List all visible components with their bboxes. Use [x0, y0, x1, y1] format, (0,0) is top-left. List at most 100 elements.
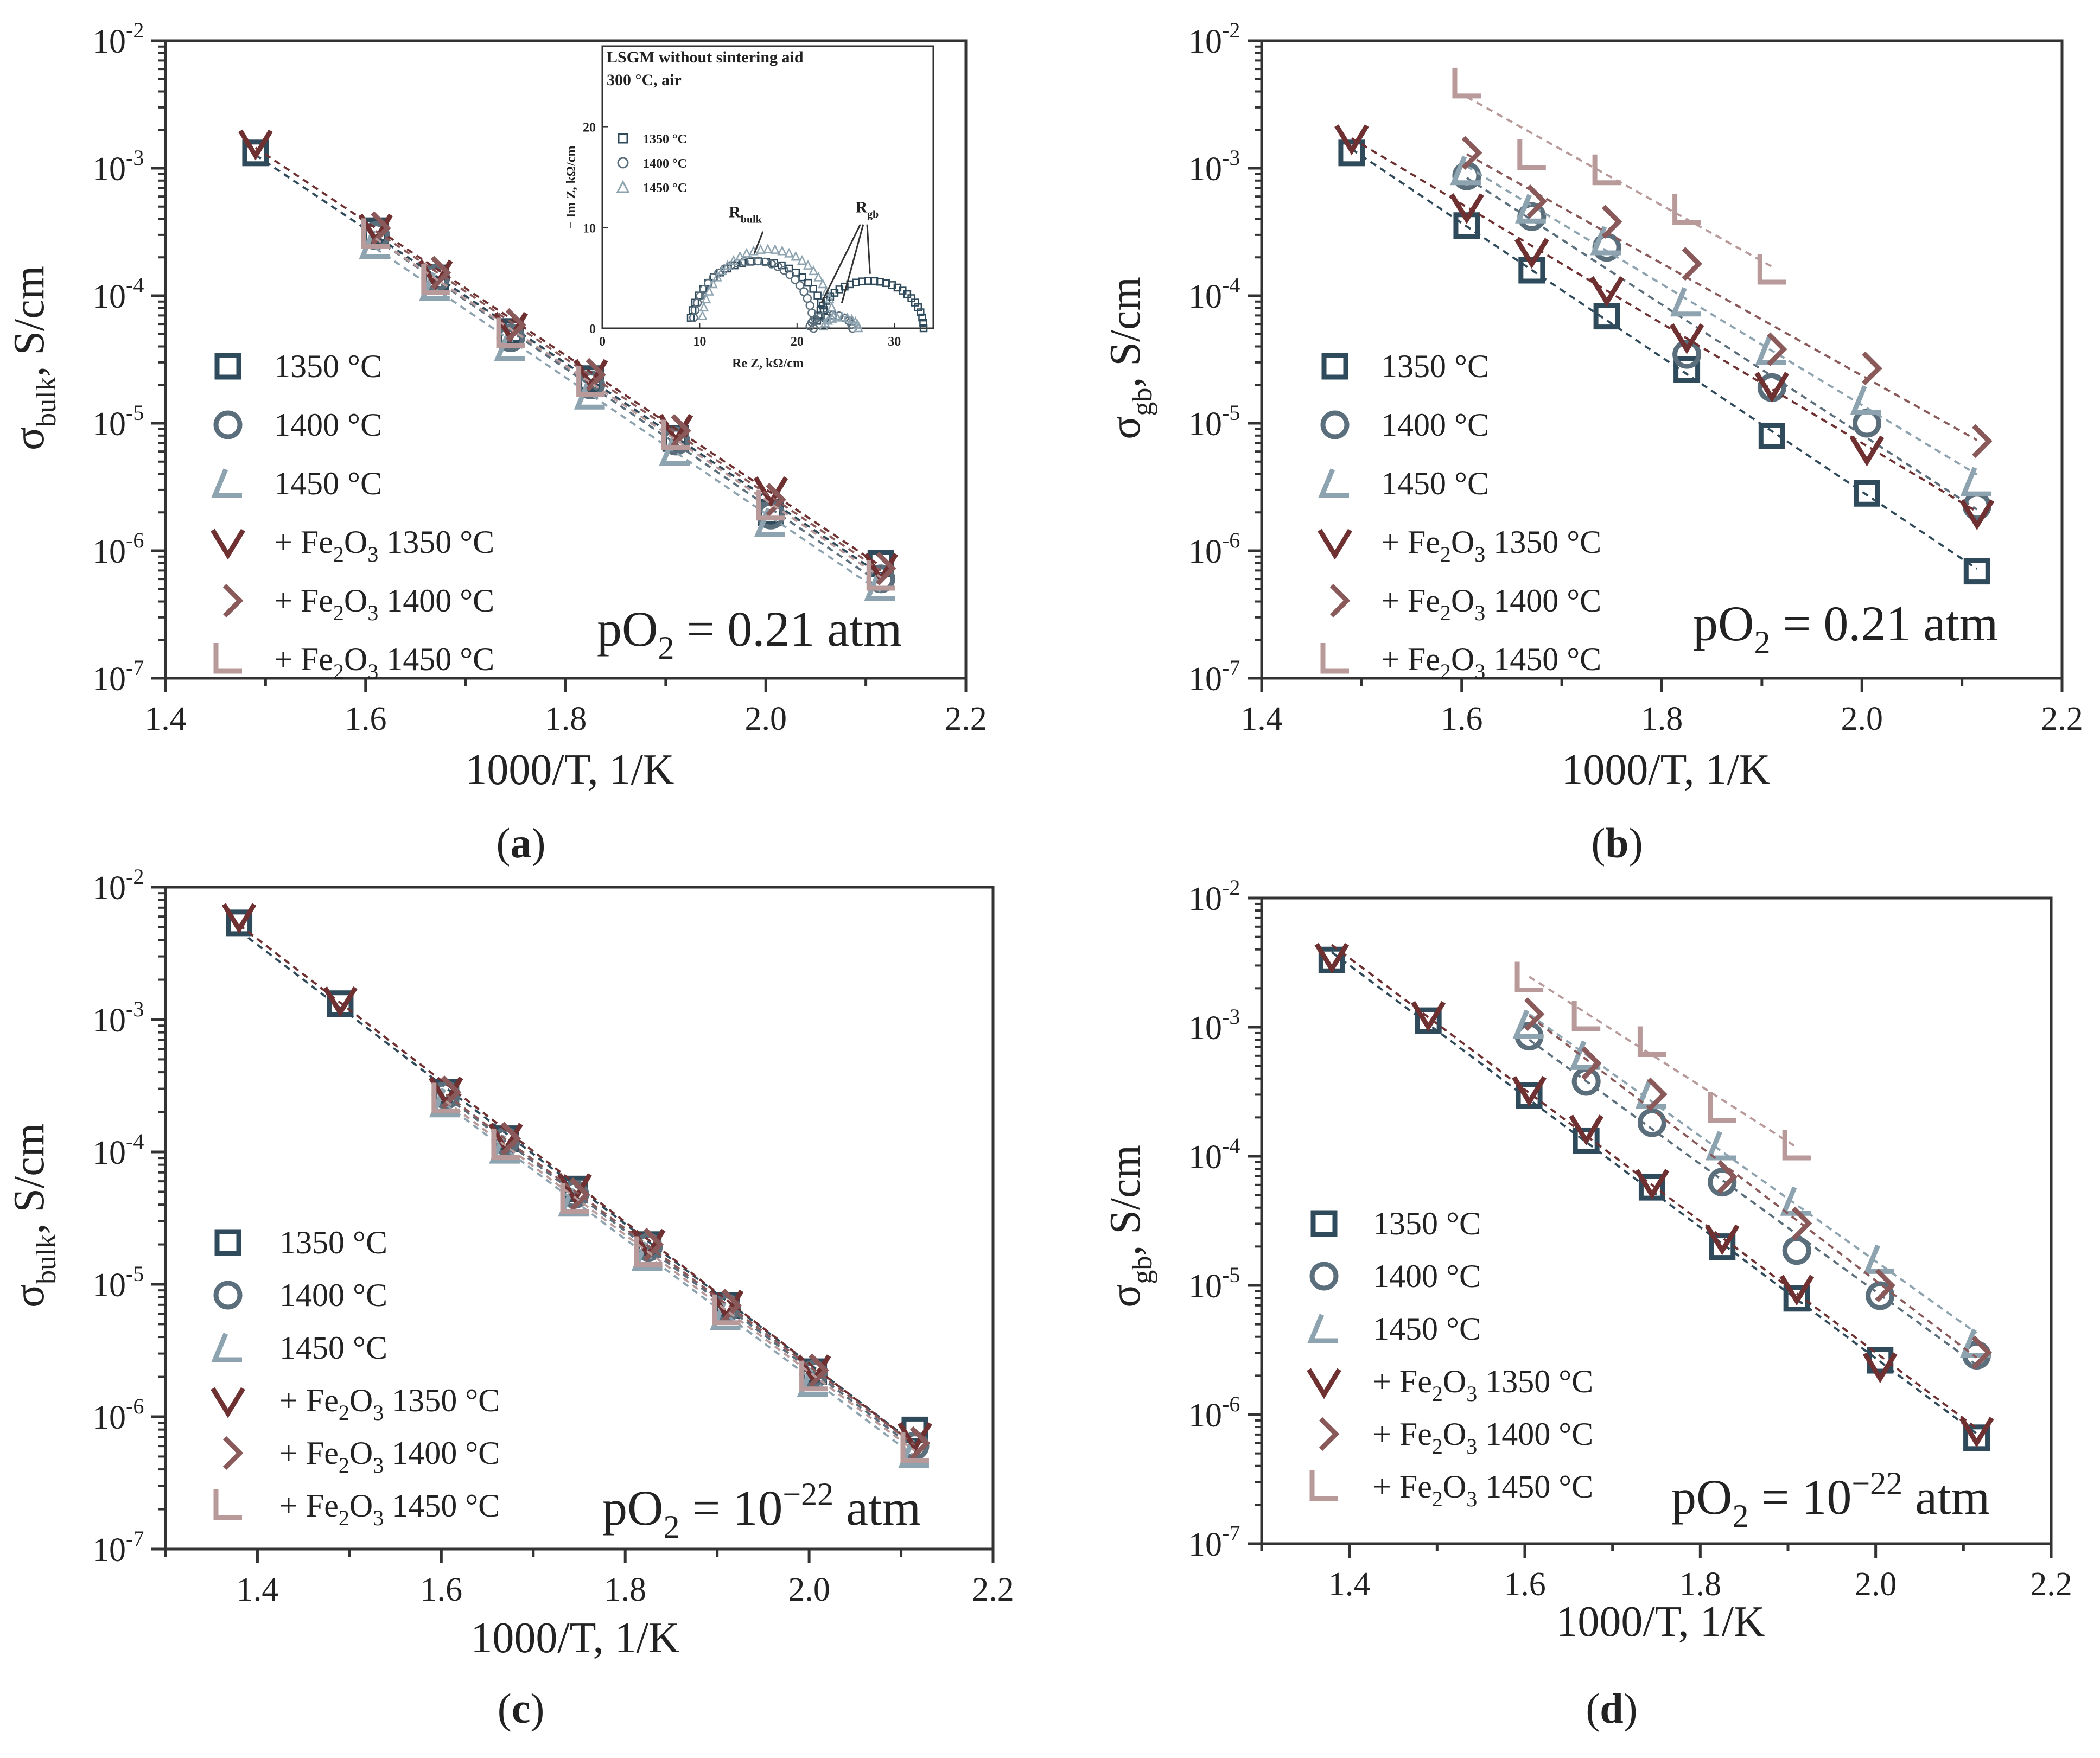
legend-marker	[1318, 468, 1349, 498]
data-point	[634, 1236, 663, 1267]
data-point	[419, 271, 450, 302]
y-tick-label: 10-7	[1188, 1521, 1240, 1563]
x-tick-label: 2.0	[788, 1571, 830, 1608]
y-tick-label: 10-7	[92, 1526, 144, 1569]
y-axis-label: σgb, S/cm	[1102, 277, 1158, 440]
legend-label: + Fe2O3 1350 °C	[1381, 524, 1601, 566]
data-point	[430, 256, 451, 290]
inset-y-label: − Im Z, kΩ/cm	[564, 146, 578, 229]
legend-marker	[211, 1387, 245, 1418]
y-axis: 10-7 10-6 10-5 10-4 10-3 10-2	[92, 18, 166, 698]
po2-annotation: pO2 = 10−22 atm	[1671, 1466, 1990, 1534]
data-point	[361, 218, 390, 249]
panel-c: 1.4 1.6 1.8 2.0 2.210-710-610-510-410-310-21…	[5, 864, 1014, 1732]
data-point	[756, 489, 785, 521]
data-point	[1411, 1001, 1446, 1032]
data-point	[1571, 1000, 1601, 1031]
series-5	[1461, 136, 1993, 458]
y-tick-label: 10-5	[92, 400, 144, 443]
y-tick-label: 10-4	[92, 1129, 144, 1171]
inset-point	[803, 259, 813, 270]
data-point	[671, 413, 691, 448]
data-point	[1782, 1236, 1811, 1265]
y-tick-label: 10-6	[92, 528, 144, 570]
data-point	[1971, 1335, 1992, 1370]
data-point	[421, 264, 450, 295]
data-point	[1669, 323, 1704, 354]
data-point	[1959, 1417, 1994, 1448]
inset-point	[832, 311, 842, 322]
data-point	[1767, 332, 1787, 366]
data-point	[431, 1082, 460, 1113]
inset-point	[708, 278, 718, 289]
data-point	[1852, 409, 1881, 438]
legend-marker	[1307, 1368, 1341, 1399]
data-point	[323, 986, 358, 1018]
inset-point	[811, 314, 820, 324]
data-point	[1673, 356, 1701, 383]
data-point	[1453, 212, 1480, 239]
inset-point	[697, 310, 708, 320]
legend-label: 1350 °C	[274, 348, 382, 384]
data-point	[876, 551, 896, 586]
y-tick-label: 10-5	[1188, 1263, 1240, 1305]
data-point	[1754, 372, 1790, 403]
legend-marker	[1321, 353, 1348, 380]
inset-point	[717, 265, 727, 276]
data-point	[1514, 238, 1549, 269]
data-point	[359, 230, 390, 259]
data-point	[494, 332, 525, 361]
legend-marker	[213, 643, 242, 674]
inset-legend-marker	[616, 180, 630, 193]
data-point	[864, 571, 895, 601]
legend: 1350 °C 1400 °C 1450 °C + Fe2O3 1350 °C + Fe…	[211, 1225, 500, 1530]
series-6	[1514, 961, 1811, 1161]
data-point	[1670, 287, 1701, 317]
inset-point	[820, 317, 830, 328]
legend-label: + Fe2O3 1350 °C	[274, 524, 494, 566]
legend-marker	[1319, 1417, 1340, 1451]
data-point	[569, 1177, 590, 1212]
y-tick-label: 10-2	[92, 18, 144, 60]
series-2	[431, 1080, 930, 1461]
fit-line	[1466, 165, 1978, 476]
nyquist-inset: LSGM without sintering aid 300 °C, air 0 10…	[564, 45, 934, 371]
inset-point	[919, 324, 928, 333]
inset-point	[730, 261, 739, 270]
data-point	[898, 1422, 932, 1453]
legend-label: 1400 °C	[1381, 407, 1489, 443]
inset-point	[804, 278, 812, 287]
legend-label: + Fe2O3 1350 °C	[279, 1383, 500, 1425]
legend-label: + Fe2O3 1350 °C	[1373, 1364, 1593, 1406]
series-6	[361, 218, 895, 591]
fit-line	[1529, 976, 1798, 1149]
legend-label: 1450 °C	[274, 466, 382, 501]
fit-line	[1351, 137, 1978, 513]
fit-line	[1331, 944, 1977, 1429]
inset-point	[701, 294, 711, 304]
inset-point	[809, 285, 817, 293]
data-point	[1449, 193, 1484, 225]
data-point	[631, 1241, 663, 1271]
y-tick-label: 10-3	[92, 145, 144, 188]
inset-point	[777, 245, 787, 256]
inset-point	[822, 285, 832, 296]
inset-point	[741, 247, 752, 258]
data-point	[221, 903, 257, 934]
legend-label: 1350 °C	[1373, 1206, 1481, 1241]
data-point	[753, 476, 788, 507]
inset-point	[903, 290, 912, 298]
legend-label: 1400 °C	[279, 1277, 387, 1313]
inset-point	[853, 322, 863, 333]
legend-marker	[213, 410, 243, 440]
data-point	[505, 308, 526, 342]
inset-point	[919, 319, 927, 327]
inset-x-label: Re Z, kΩ/cm	[732, 356, 804, 371]
legend-label: 1450 °C	[1381, 466, 1489, 501]
legend-label: 1400 °C	[274, 407, 382, 443]
inset-point	[784, 247, 794, 258]
data-point	[1791, 1206, 1812, 1240]
x-tick-label: 2.2	[972, 1571, 1014, 1608]
legend-label: 1450 °C	[1373, 1311, 1481, 1347]
y-axis-label: σgb, S/cm	[1102, 1145, 1158, 1308]
